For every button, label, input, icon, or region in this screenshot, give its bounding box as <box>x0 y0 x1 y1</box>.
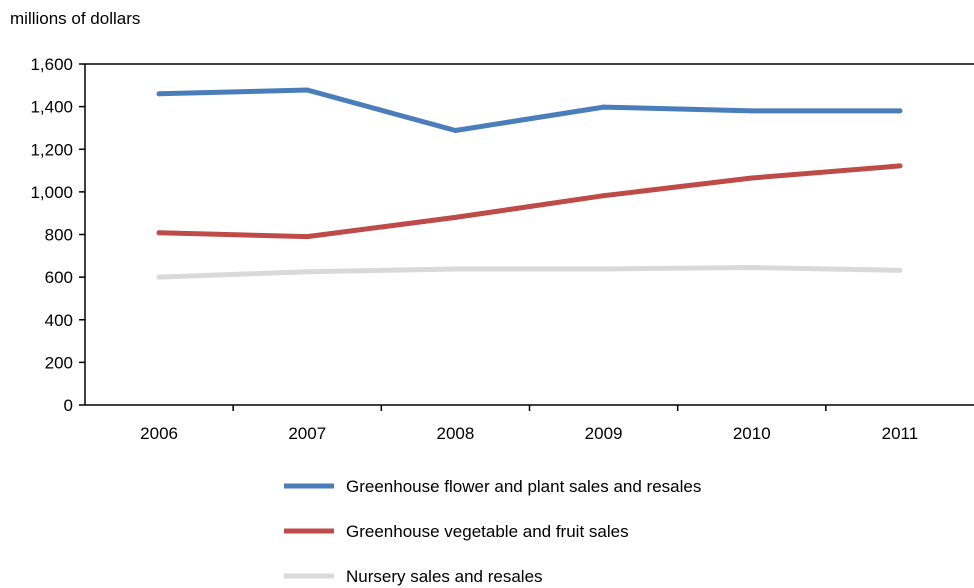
data-point <box>156 274 162 280</box>
y-tick-label: 1,600 <box>30 55 73 74</box>
y-tick-label: 1,000 <box>30 183 73 202</box>
x-tick-label: 2006 <box>140 424 178 443</box>
y-tick-label: 1,400 <box>30 98 73 117</box>
data-point <box>601 266 607 272</box>
data-point <box>749 265 755 271</box>
x-axis-ticks: 2006 2007 2008 2009 2010 2011 <box>140 405 918 443</box>
data-point <box>156 230 162 236</box>
legend-label: Greenhouse flower and plant sales and re… <box>346 477 701 496</box>
series-line-1 <box>156 163 903 240</box>
y-tick-label: 600 <box>45 268 73 287</box>
data-point <box>897 267 903 273</box>
data-point <box>304 87 310 93</box>
series-line-2 <box>156 265 903 280</box>
data-point <box>601 193 607 199</box>
data-point <box>749 175 755 181</box>
y-tick-label: 1,200 <box>30 140 73 159</box>
x-tick-label: 2007 <box>288 424 326 443</box>
data-point <box>452 214 458 220</box>
legend: Greenhouse flower and plant sales and re… <box>284 477 701 586</box>
y-tick-label: 200 <box>45 353 73 372</box>
data-point <box>897 108 903 114</box>
series-line-0 <box>156 87 903 133</box>
x-tick-label: 2009 <box>585 424 623 443</box>
y-tick-label: 0 <box>64 396 73 415</box>
data-point <box>601 104 607 110</box>
x-tick-label: 2011 <box>882 424 919 443</box>
data-point <box>452 127 458 133</box>
data-point <box>897 163 903 169</box>
x-tick-label: 2010 <box>733 424 771 443</box>
y-axis-ticks: 0 200 400 600 800 1,000 1,200 1,400 1,600 <box>30 55 85 415</box>
data-point <box>749 108 755 114</box>
y-tick-label: 400 <box>45 311 73 330</box>
y-axis-title: millions of dollars <box>10 9 140 28</box>
data-point <box>304 234 310 240</box>
legend-label: Nursery sales and resales <box>346 567 543 586</box>
series-lines <box>156 87 903 280</box>
x-tick-label: 2008 <box>437 424 475 443</box>
data-point <box>452 266 458 272</box>
axes <box>84 63 974 406</box>
data-point <box>156 91 162 97</box>
data-point <box>304 269 310 275</box>
y-tick-label: 800 <box>45 226 73 245</box>
legend-label: Greenhouse vegetable and fruit sales <box>346 522 629 541</box>
